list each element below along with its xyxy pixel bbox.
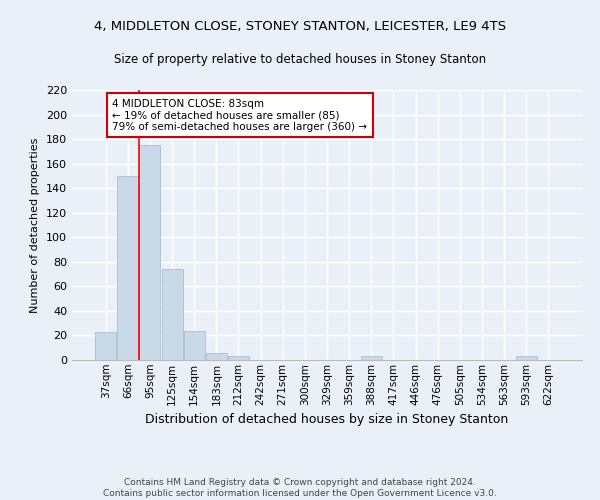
Bar — [118, 176, 139, 360]
Bar — [139, 145, 160, 360]
Text: 4 MIDDLETON CLOSE: 83sqm
← 19% of detached houses are smaller (85)
79% of semi-d: 4 MIDDLETON CLOSE: 83sqm ← 19% of detach… — [112, 98, 367, 132]
Y-axis label: Number of detached properties: Number of detached properties — [31, 138, 40, 312]
X-axis label: Distribution of detached houses by size in Stoney Stanton: Distribution of detached houses by size … — [145, 413, 509, 426]
Bar — [161, 269, 182, 360]
Text: 4, MIDDLETON CLOSE, STONEY STANTON, LEICESTER, LE9 4TS: 4, MIDDLETON CLOSE, STONEY STANTON, LEIC… — [94, 20, 506, 33]
Bar — [228, 356, 249, 360]
Bar — [184, 330, 205, 360]
Text: Size of property relative to detached houses in Stoney Stanton: Size of property relative to detached ho… — [114, 52, 486, 66]
Bar — [361, 356, 382, 360]
Bar — [95, 332, 116, 360]
Text: Contains HM Land Registry data © Crown copyright and database right 2024.
Contai: Contains HM Land Registry data © Crown c… — [103, 478, 497, 498]
Bar — [515, 356, 536, 360]
Bar — [206, 352, 227, 360]
